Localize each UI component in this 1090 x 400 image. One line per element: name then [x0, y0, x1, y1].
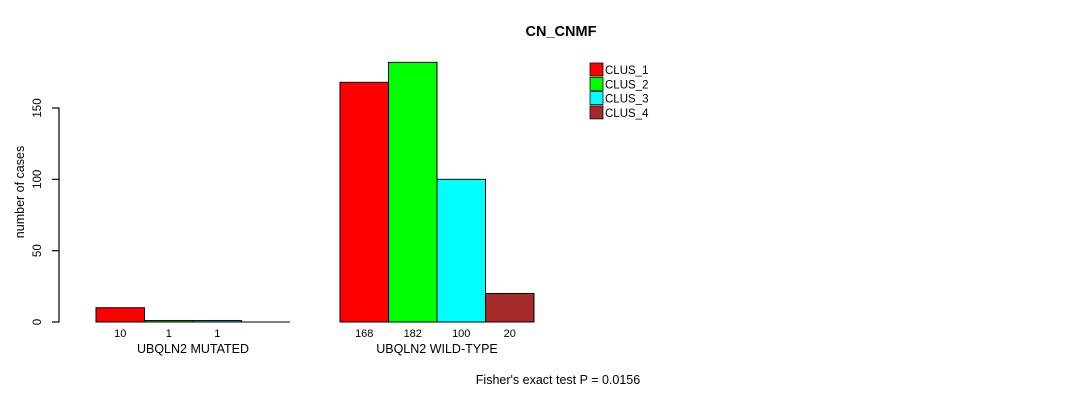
y-tick-label-100: 100 [32, 170, 44, 189]
y-tick-label-50: 50 [32, 244, 44, 257]
y-axis-title: number of cases [13, 146, 27, 238]
bar-value-label-clus_4-group2: 20 [504, 328, 516, 340]
legend-label-clus_3: CLUS_3 [605, 94, 648, 106]
bar-value-label-clus_3-group1: 1 [214, 328, 220, 340]
legend-swatch-clus_4 [589, 105, 604, 120]
legend-label-clus_1: CLUS_1 [605, 65, 648, 77]
group-label-1: UBQLN2 MUTATED [137, 342, 249, 356]
legend-label-clus_2: CLUS_2 [605, 79, 648, 91]
y-axis: 0 50 100 150 [32, 98, 60, 325]
annotation-fisher-test: Fisher's exact test P = 0.0156 [476, 373, 640, 387]
y-tick-label-0: 0 [32, 319, 44, 325]
bar-clus_3-group2 [436, 178, 486, 323]
group-label-2: UBQLN2 WILD-TYPE [376, 342, 498, 356]
bar-clus_2-group1 [144, 320, 194, 323]
bar-and-group-labels: 10 1 1 UBQLN2 MUTATED 168 182 100 20 UBQLN2 WILD… [114, 328, 516, 356]
legend-label-clus_4: CLUS_4 [605, 108, 649, 120]
bars [95, 61, 535, 323]
bar-value-label-clus_1-group2: 168 [355, 328, 373, 340]
bar-clus_1-group1 [95, 307, 145, 323]
legend: CLUS_1 CLUS_2 CLUS_3 CLUS_4 [589, 62, 649, 120]
bar-value-label-clus_2-group2: 182 [404, 328, 422, 340]
bar-clus_4-group2 [485, 292, 535, 323]
bar-value-label-clus_1-group1: 10 [114, 328, 126, 340]
bar-clus_1-group2 [339, 81, 389, 323]
bar-value-label-clus_3-group2: 100 [452, 328, 470, 340]
legend-swatch-clus_1 [589, 62, 604, 77]
legend-swatch-clus_3 [589, 91, 604, 105]
bar-clus_2-group2 [388, 61, 438, 323]
bar-value-label-clus_2-group1: 1 [166, 328, 172, 340]
legend-swatch-clus_2 [589, 76, 604, 91]
chart-title: CN_CNMF [526, 24, 597, 40]
bar-clus_3-group1 [192, 320, 242, 323]
y-tick-label-150: 150 [32, 98, 44, 117]
